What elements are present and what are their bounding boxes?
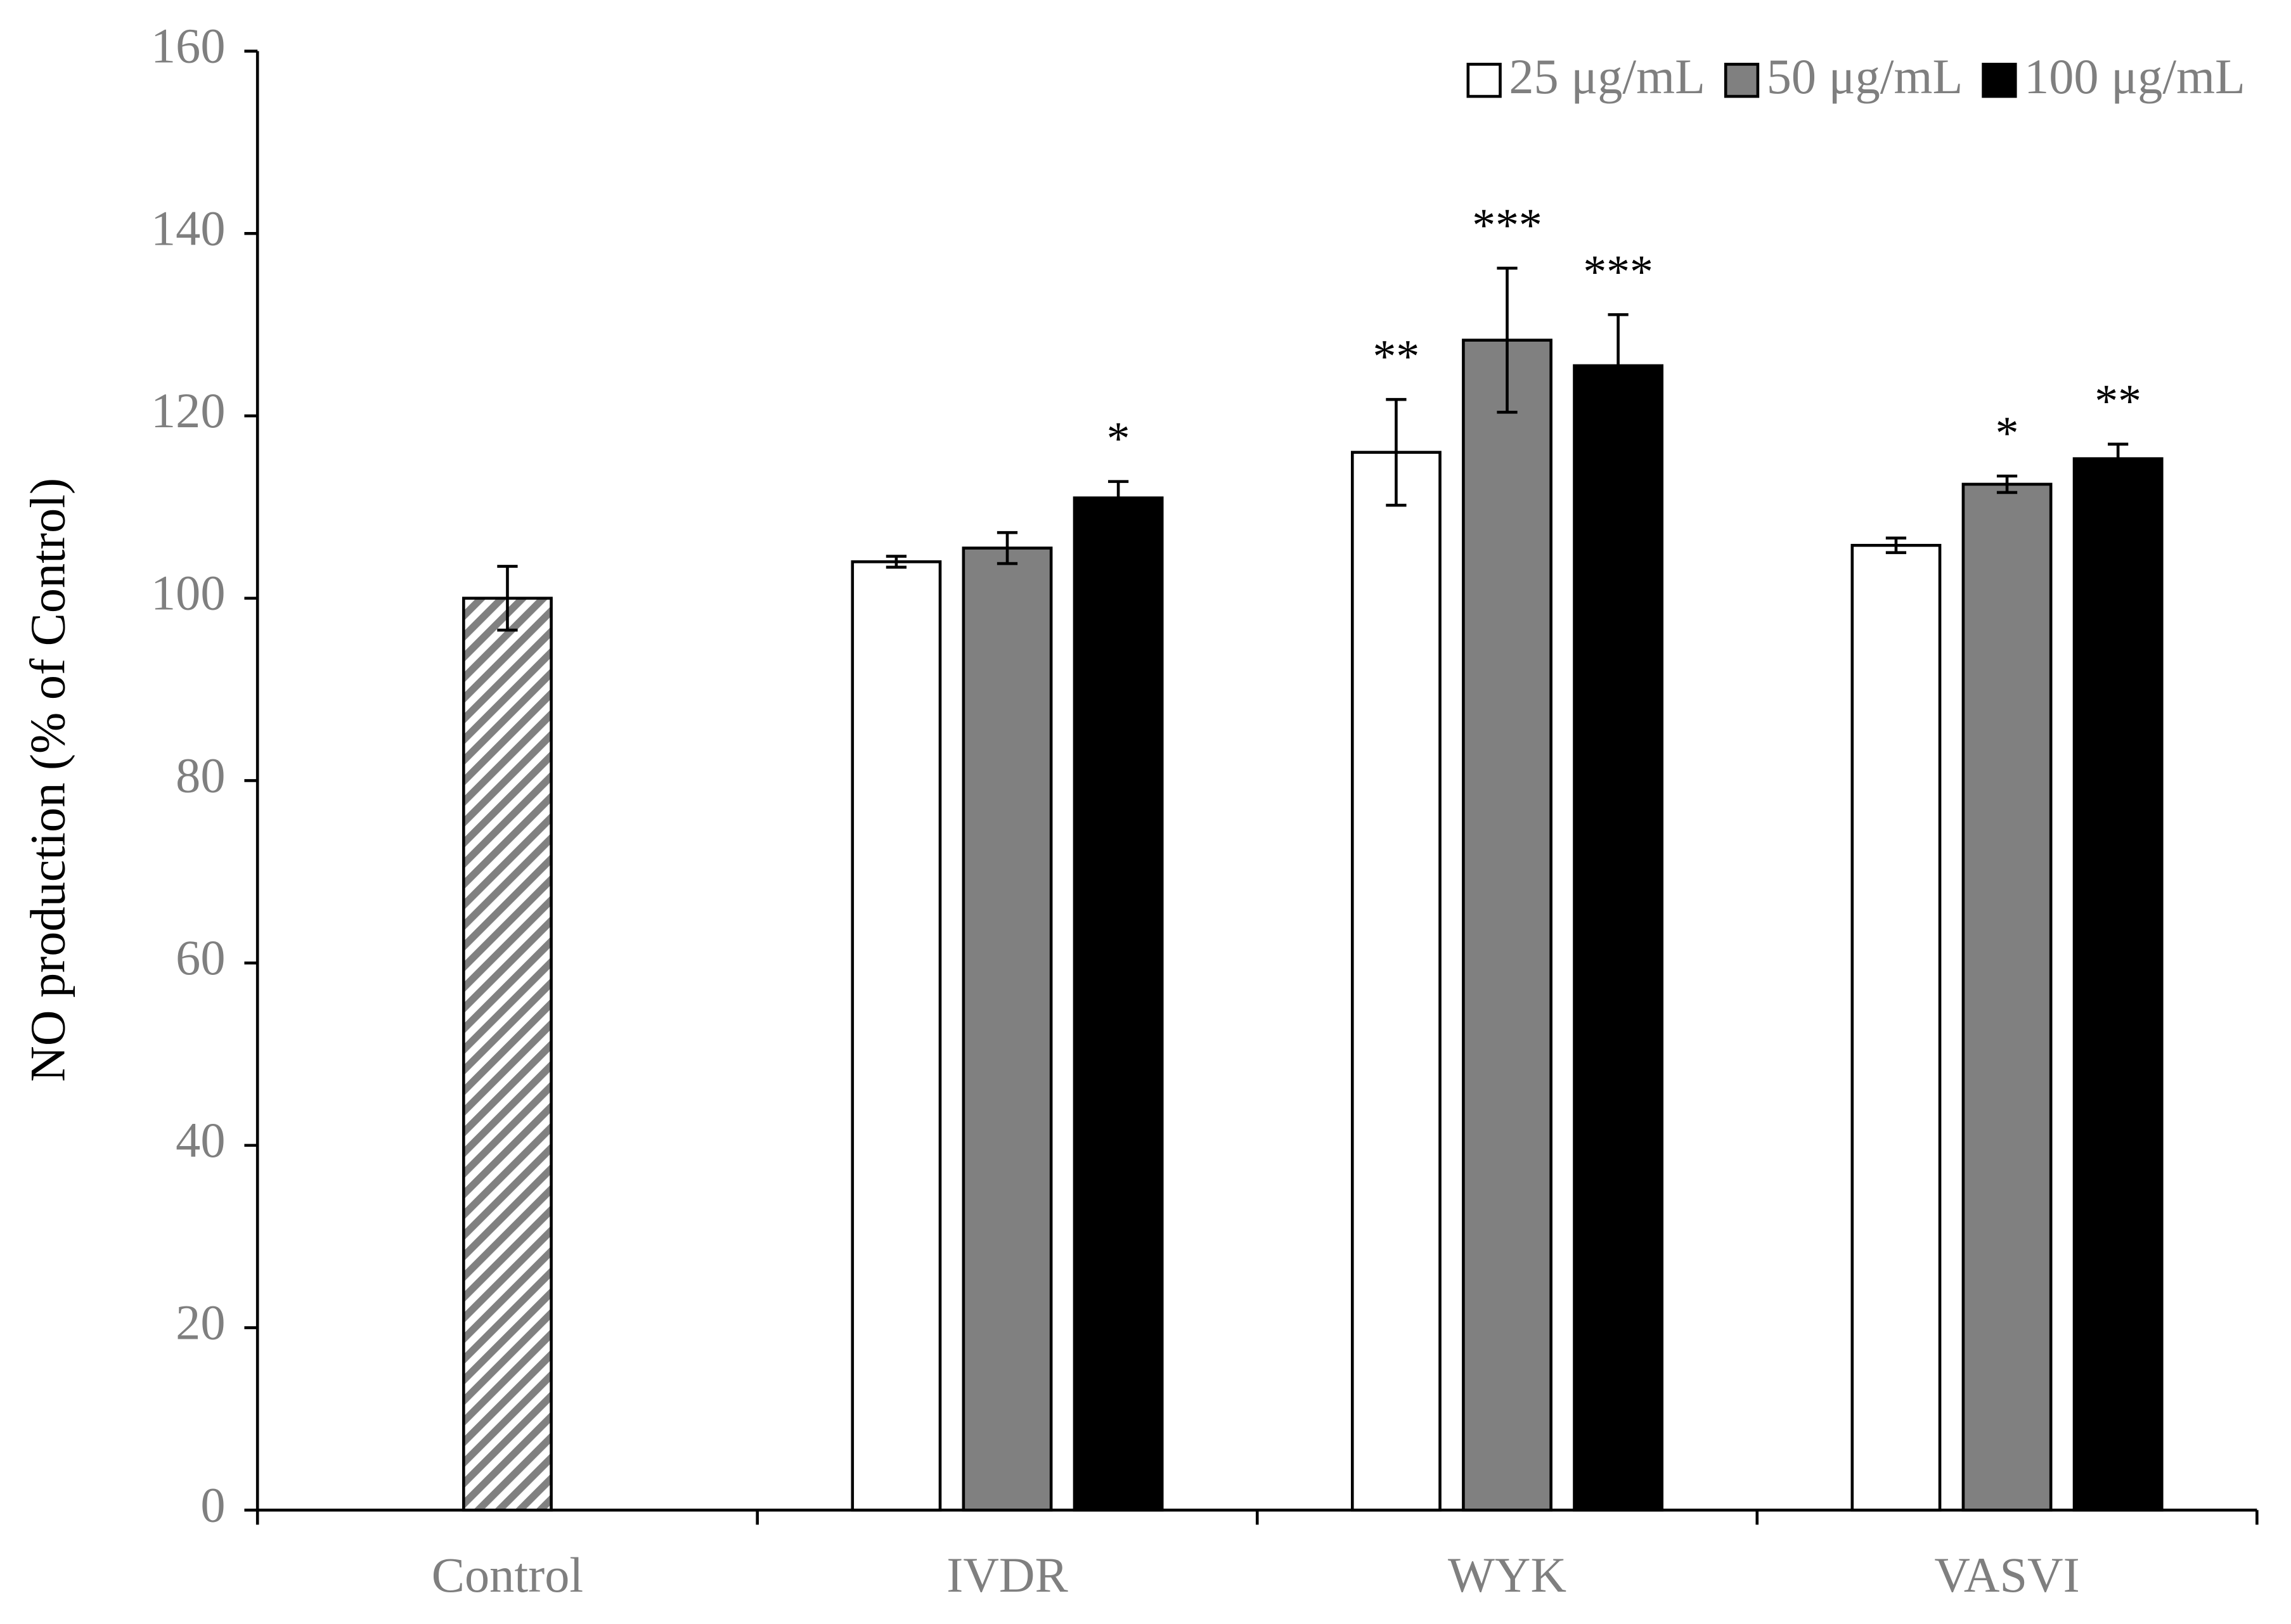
y-tick-label: 60 bbox=[176, 930, 225, 985]
y-tick-label: 40 bbox=[176, 1112, 225, 1168]
bar bbox=[1850, 544, 1942, 1512]
significance-label: *** bbox=[1583, 245, 1653, 297]
error-bar bbox=[2108, 442, 2129, 475]
legend-swatch bbox=[1724, 63, 1760, 98]
significance-label: ** bbox=[1373, 330, 1420, 382]
bar bbox=[1961, 482, 2053, 1512]
legend-swatch bbox=[1982, 63, 2017, 98]
y-tick-label: 160 bbox=[151, 18, 226, 74]
y-tick-label: 120 bbox=[151, 383, 226, 438]
significance-label: ** bbox=[2094, 375, 2141, 427]
error-bar bbox=[886, 555, 907, 569]
error-bar bbox=[1497, 266, 1518, 414]
y-tick-label: 20 bbox=[176, 1295, 225, 1350]
error-bar bbox=[1107, 480, 1129, 516]
x-tick-label: VASVI bbox=[1934, 1547, 2079, 1602]
bar bbox=[1073, 496, 1164, 1512]
bar bbox=[851, 560, 942, 1512]
bar bbox=[962, 546, 1053, 1512]
y-axis-title: NO production (% of Control) bbox=[20, 478, 75, 1082]
significance-label: * bbox=[1107, 413, 1130, 465]
x-tick-label: IVDR bbox=[946, 1547, 1068, 1602]
legend-label: 50 μg/mL bbox=[1767, 49, 1963, 104]
y-tick-label: 100 bbox=[151, 565, 226, 621]
error-bar bbox=[497, 565, 518, 632]
bar bbox=[2072, 457, 2164, 1512]
x-tick-label: Control bbox=[432, 1547, 583, 1602]
error-bar bbox=[1386, 397, 1407, 507]
x-tick-label: WYK bbox=[1448, 1547, 1566, 1602]
y-tick-label: 0 bbox=[200, 1477, 225, 1532]
legend-label: 25 μg/mL bbox=[1509, 49, 1705, 104]
legend-label: 100 μg/mL bbox=[2024, 49, 2245, 104]
legend-swatch bbox=[1466, 63, 1502, 98]
bar bbox=[1462, 338, 1552, 1512]
y-tick-label: 140 bbox=[151, 200, 226, 255]
error-bar bbox=[1885, 536, 1907, 555]
y-tick-label: 80 bbox=[176, 747, 225, 802]
significance-label: *** bbox=[1472, 199, 1542, 251]
bar bbox=[1350, 451, 1442, 1512]
bar bbox=[462, 596, 553, 1512]
error-bar bbox=[1608, 313, 1629, 418]
error-bar bbox=[997, 531, 1018, 565]
significance-label: * bbox=[1996, 407, 2019, 459]
bar bbox=[1573, 364, 1664, 1512]
error-bar bbox=[1996, 474, 2018, 494]
